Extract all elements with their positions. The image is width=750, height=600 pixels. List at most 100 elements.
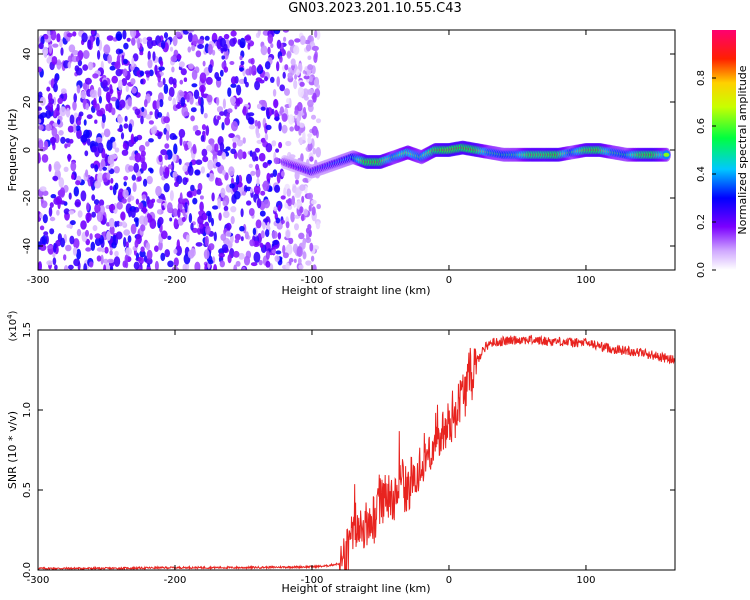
noise-blob — [138, 144, 146, 153]
noise-blob — [270, 43, 274, 48]
noise-blob — [63, 166, 69, 172]
noise-blob — [222, 200, 227, 206]
noise-blob — [299, 81, 305, 87]
noise-blob — [91, 211, 96, 218]
noise-blob — [267, 159, 273, 165]
noise-blob — [190, 184, 195, 192]
noise-blob — [147, 59, 153, 69]
noise-blob — [229, 38, 236, 47]
noise-blob — [216, 181, 223, 186]
noise-blob — [169, 217, 173, 222]
noise-blob — [38, 124, 44, 131]
noise-blob — [115, 231, 123, 240]
noise-blob — [239, 67, 245, 72]
noise-blob — [75, 55, 80, 63]
noise-blob — [65, 138, 71, 143]
noise-blob — [150, 126, 157, 135]
noise-blob — [123, 237, 127, 248]
noise-blob — [102, 166, 107, 171]
noise-blob — [123, 123, 129, 129]
noise-blob — [134, 152, 142, 163]
noise-blob — [239, 37, 246, 49]
noise-blob — [43, 231, 49, 236]
noise-blob — [163, 127, 167, 135]
noise-blob — [109, 250, 113, 256]
colorbar-tick-label: 0.0 — [696, 262, 707, 278]
noise-blob — [288, 114, 295, 125]
noise-blob — [229, 96, 236, 104]
noise-blob — [285, 221, 290, 229]
noise-blob — [148, 120, 154, 125]
noise-blob — [285, 229, 291, 239]
noise-blob — [53, 242, 57, 253]
noise-blob — [216, 76, 222, 82]
noise-blob — [77, 120, 81, 126]
noise-blob — [233, 190, 241, 200]
noise-blob — [230, 206, 237, 213]
noise-blob — [107, 258, 115, 264]
y-tick-label: 1.0 — [22, 402, 33, 418]
noise-blob — [314, 30, 318, 38]
noise-blob — [159, 165, 164, 177]
noise-blob — [179, 192, 183, 204]
noise-blob — [125, 247, 132, 256]
noise-blob — [199, 201, 204, 212]
noise-blob — [104, 246, 109, 254]
noise-blob — [259, 79, 265, 84]
noise-blob — [69, 138, 74, 144]
noise-blob — [90, 175, 94, 187]
noise-blob — [304, 39, 310, 45]
noise-blob — [295, 187, 302, 197]
noise-blob — [73, 258, 80, 267]
noise-blob — [298, 232, 305, 240]
noise-blob — [230, 76, 237, 85]
noise-blob — [163, 83, 169, 95]
noise-blob — [186, 93, 190, 103]
noise-blob — [240, 236, 244, 242]
noise-blob — [158, 154, 163, 163]
noise-blob — [194, 169, 201, 176]
noise-blob — [287, 72, 293, 79]
noise-blob — [233, 264, 238, 270]
noise-blob — [247, 42, 251, 50]
noise-blob — [230, 148, 237, 155]
noise-blob — [40, 112, 48, 118]
noise-blob — [301, 213, 305, 222]
noise-blob — [58, 130, 64, 136]
noise-blob — [294, 74, 298, 80]
noise-blob — [83, 263, 88, 270]
noise-blob — [146, 213, 151, 220]
noise-blob — [160, 40, 166, 50]
noise-blob — [73, 238, 80, 249]
noise-blob — [287, 204, 293, 210]
noise-blob — [123, 229, 131, 236]
figure-title: GN03.2023.201.10.55.C43 — [288, 1, 462, 16]
noise-blob — [83, 119, 87, 126]
noise-blob — [260, 230, 265, 239]
noise-blob — [76, 228, 82, 237]
noise-blob — [128, 123, 133, 133]
noise-blob — [307, 88, 315, 96]
noise-blob — [308, 204, 312, 212]
noise-blob — [315, 118, 322, 124]
noise-blob — [173, 143, 178, 155]
noise-blob — [111, 107, 116, 116]
noise-blob — [114, 147, 120, 153]
noise-blob — [282, 244, 286, 255]
noise-blob — [229, 183, 235, 189]
noise-blob — [82, 64, 89, 71]
x-tick-label: 100 — [576, 575, 595, 586]
noise-blob — [276, 39, 282, 49]
noise-blob — [127, 97, 132, 107]
noise-blob — [305, 44, 312, 52]
noise-blob — [265, 260, 271, 268]
noise-blob — [223, 43, 228, 52]
noise-blob — [297, 86, 304, 98]
noise-blob — [56, 59, 62, 70]
noise-blob — [70, 220, 76, 226]
noise-blob — [203, 112, 208, 119]
noise-blob — [73, 186, 80, 197]
noise-blob — [40, 196, 44, 204]
noise-blob — [242, 266, 246, 270]
